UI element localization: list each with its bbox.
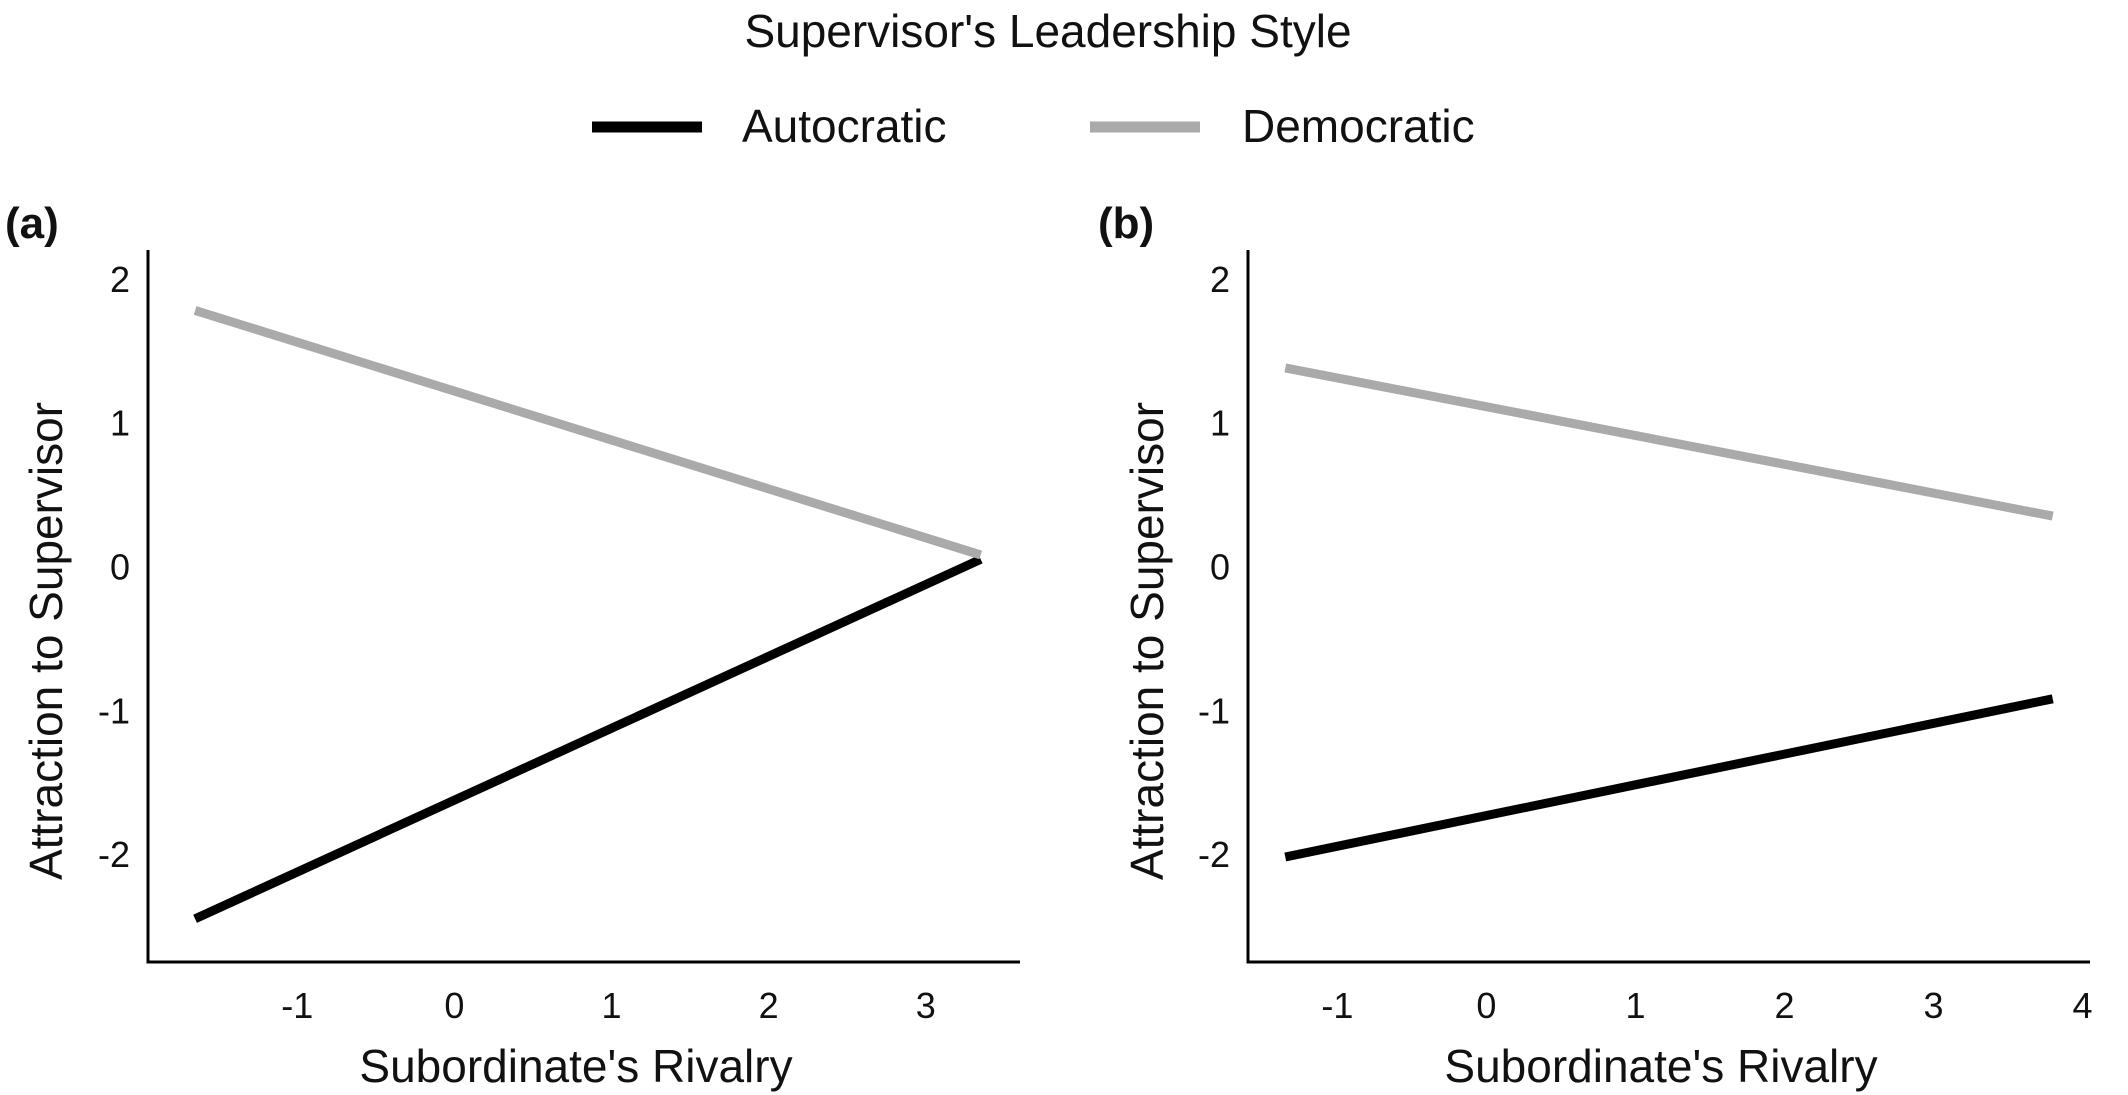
chart-panel-1: (b) -1 0 1 2 3 4 -2 -1 0 1 2 Subordinate's Rivalry At… [1098,199,2093,1092]
panel-label: (b) [1098,199,1154,248]
x-tick-label: -1 [1321,985,1353,1026]
y-tick-label: -1 [98,690,130,731]
panel-label: (a) [5,199,59,248]
series-line-autocratic [1284,694,2054,862]
chart-panels: (a) -1 0 1 2 3 -2 -1 0 1 2 Subordinate's Rivalry Att… [5,199,2093,1092]
y-tick-label: -2 [98,834,130,875]
x-tick-label: 1 [601,985,621,1026]
y-axis-label: Attraction to Supervisor [1121,402,1173,880]
y-tick-label: 2 [110,259,130,300]
x-tick-label: 0 [1476,985,1496,1026]
x-tick-label: 3 [916,985,936,1026]
x-tick-label: 4 [2073,985,2093,1026]
y-axis-label: Attraction to Supervisor [20,402,72,880]
x-tick-label: 1 [1625,985,1645,1026]
x-tick-label: -1 [281,985,313,1026]
series-line-democratic [1284,363,2054,521]
x-tick-label: 3 [1924,985,1944,1026]
y-tick-label: -2 [1198,834,1230,875]
x-axis-label: Subordinate's Rivalry [359,1040,792,1092]
y-tick-label: 1 [1210,403,1230,444]
y-tick-label: -1 [1198,690,1230,731]
legend-label-democratic: Democratic [1242,100,1475,152]
y-tick-label: 0 [1210,546,1230,587]
x-tick-label: 2 [1774,985,1794,1026]
y-tick-label: 1 [110,403,130,444]
legend: Autocratic Democratic [592,100,1475,152]
x-tick-label: 0 [444,985,464,1026]
x-tick-label: 2 [759,985,779,1026]
y-tick-label: 0 [110,546,130,587]
legend-label-autocratic: Autocratic [742,100,947,152]
y-tick-label: 2 [1210,259,1230,300]
chart-panel-0: (a) -1 0 1 2 3 -2 -1 0 1 2 Subordinate's Rivalry Att… [5,199,1020,1092]
legend-title: Supervisor's Leadership Style [744,5,1351,57]
x-axis-label: Subordinate's Rivalry [1444,1040,1877,1092]
series-line-democratic [193,306,983,560]
series-line-autocratic [193,555,983,923]
